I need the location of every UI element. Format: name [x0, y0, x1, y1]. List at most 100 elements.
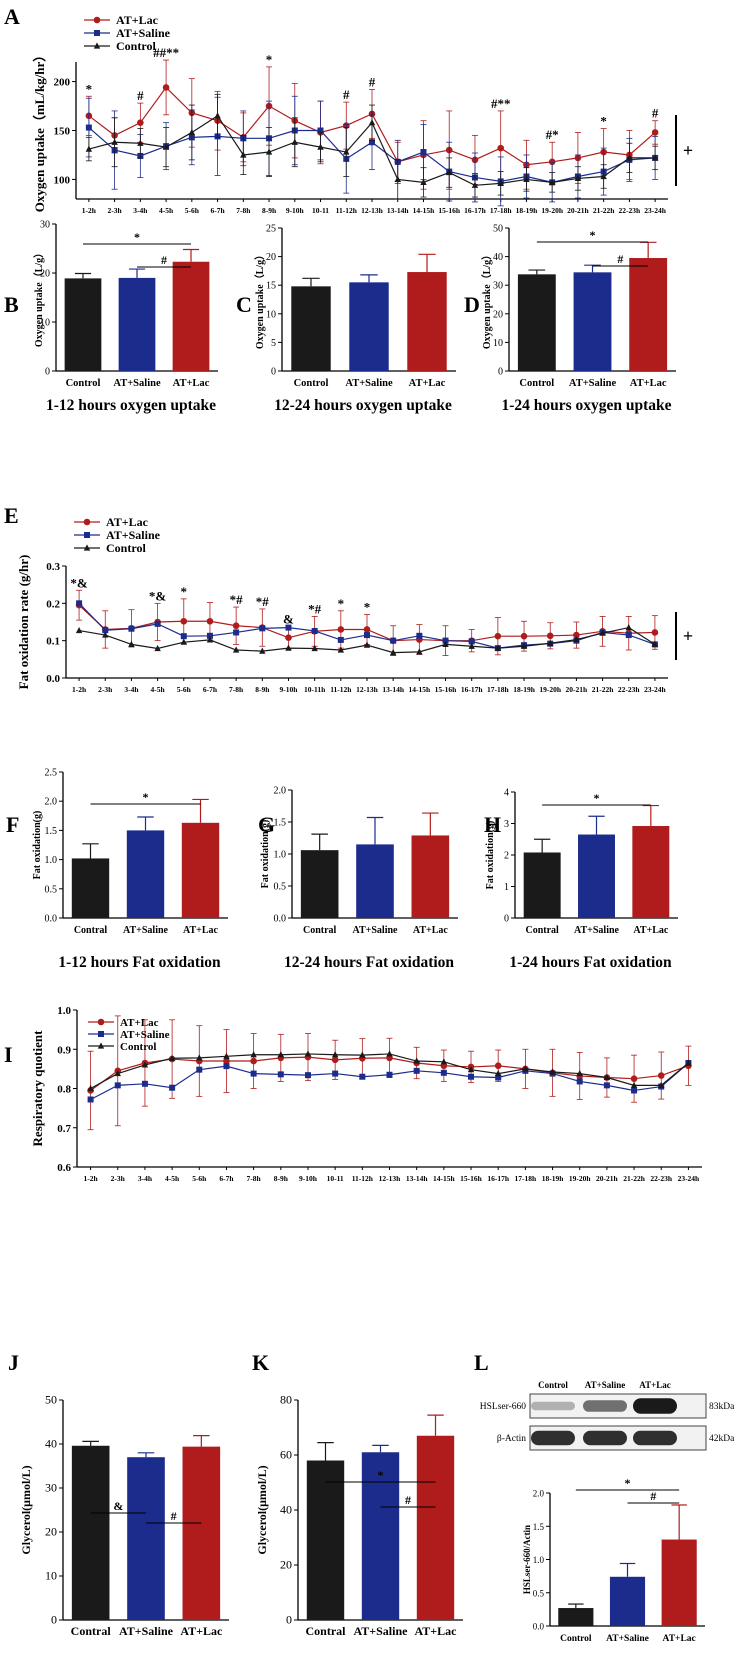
significance-mark: # [343, 87, 350, 102]
data-point [364, 632, 370, 639]
x-tick-label: 9-10h [280, 685, 299, 694]
data-point [332, 1070, 339, 1077]
data-point [522, 1065, 529, 1072]
x-tick-label: 7-8h [247, 1174, 262, 1183]
x-tick-label: 4-5h [165, 1174, 180, 1183]
data-point [331, 1056, 339, 1064]
significance-mark: *# [230, 592, 244, 607]
data-point [442, 640, 449, 647]
category-label: Contral [525, 925, 559, 936]
legend-label: Control [120, 1041, 156, 1053]
y-tick-label: 0.5 [274, 882, 287, 893]
x-tick-label: 6-7h [203, 685, 218, 694]
data-point [651, 640, 659, 647]
data-point [651, 129, 659, 136]
data-point [223, 1052, 230, 1059]
y-tick-label: 0 [498, 367, 503, 378]
bar [573, 272, 612, 371]
significance-mark: # [650, 1489, 656, 1503]
data-point [154, 644, 161, 652]
data-point [337, 626, 345, 633]
data-point [114, 1082, 121, 1089]
y-axis-title: Oxygen uptake（L/g） [253, 250, 266, 349]
y-tick-label: 0 [271, 367, 276, 378]
blot-kda: 83kDa [709, 1402, 735, 1412]
data-point [413, 1057, 420, 1064]
x-tick-label: 1-2h [84, 1174, 99, 1183]
y-tick-label: 20 [45, 1525, 57, 1539]
panel-letter-B: B [4, 292, 19, 317]
data-point [446, 168, 453, 176]
data-point [87, 1084, 94, 1092]
data-point [85, 124, 92, 131]
y-tick-label: 1.0 [274, 850, 287, 861]
data-point [169, 1084, 176, 1091]
data-point [137, 119, 144, 126]
x-tick-label: 9-10h [286, 206, 305, 215]
y-tick-label: 10 [45, 1569, 57, 1583]
category-label: AT+Saline [606, 1634, 649, 1644]
data-point [196, 1054, 203, 1061]
data-point [394, 175, 401, 183]
data-point [141, 1080, 148, 1087]
data-point [468, 638, 475, 645]
category-label: AT+Saline [113, 378, 161, 389]
data-point [250, 1057, 257, 1065]
bar [181, 822, 220, 918]
data-point [214, 112, 221, 119]
significance-mark: * [266, 52, 273, 67]
y-tick-label: 5 [271, 338, 276, 349]
significance-mark: & [113, 1499, 123, 1513]
data-point [359, 1051, 366, 1058]
panel-caption: 1-24 hours Fat oxidation [509, 954, 672, 971]
x-tick-label: 20-21h [596, 1174, 618, 1183]
data-point [259, 647, 266, 654]
data-point [548, 158, 556, 166]
data-point [467, 1066, 475, 1073]
data-point [576, 1078, 583, 1085]
x-tick-label: 7-8h [236, 206, 251, 215]
data-point [389, 649, 397, 656]
x-tick-label: 6-7h [210, 206, 225, 215]
x-tick-label: 9-10h [299, 1174, 318, 1183]
data-point [390, 637, 397, 644]
y-axis-title: Glycerol(μmol/L) [19, 1465, 33, 1554]
bar [632, 826, 670, 918]
significance-mark: #** [491, 96, 511, 111]
x-tick-label: 7-8h [229, 685, 244, 694]
data-point [630, 1075, 638, 1082]
x-tick-label: 12-13h [379, 1174, 401, 1183]
x-tick-label: 14-15h [409, 685, 431, 694]
category-label: AT+Saline [123, 925, 169, 936]
data-point [494, 1069, 502, 1077]
data-point [386, 1050, 393, 1057]
bar [71, 1445, 110, 1620]
x-tick-label: 23-24h [644, 206, 666, 215]
panel-letter-J: J [8, 1350, 19, 1375]
data-point [573, 635, 580, 643]
data-point [75, 626, 83, 634]
bar [411, 835, 450, 918]
category-label: Control [66, 378, 101, 389]
data-point [285, 634, 292, 641]
bar [182, 1446, 221, 1620]
x-tick-label: 13-14h [382, 685, 404, 694]
data-point [337, 636, 344, 643]
significance-mark: & [283, 611, 294, 626]
bar [407, 272, 447, 371]
panel-letter-K: K [252, 1350, 269, 1375]
data-point [547, 639, 554, 646]
bar [300, 850, 339, 918]
x-tick-label: 23-24h [644, 685, 666, 694]
data-point [520, 632, 528, 640]
legend-label: Control [116, 39, 156, 53]
data-point [223, 1057, 230, 1065]
x-tick-label: 8-9h [262, 206, 277, 215]
panel-caption: 12-24 hours Fat oxidation [284, 954, 454, 971]
group-significance: + [683, 626, 693, 646]
data-point [85, 145, 93, 152]
x-tick-label: 5-6h [185, 206, 200, 215]
data-point [223, 1063, 230, 1070]
y-tick-label: 200 [54, 77, 71, 89]
